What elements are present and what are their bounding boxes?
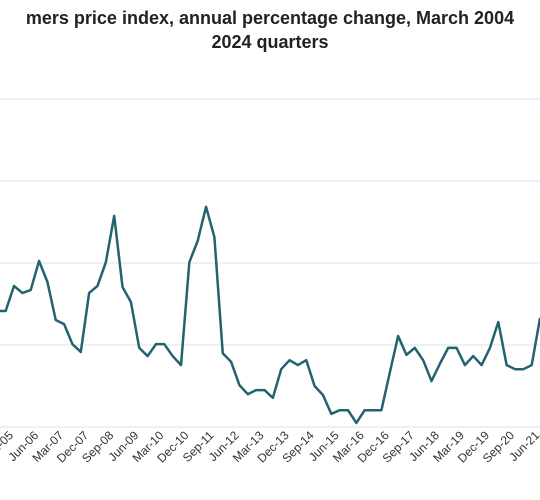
chart-title: mers price index, annual percentage chan… — [26, 8, 514, 28]
chart-title: 2024 quarters — [211, 32, 328, 52]
data-line — [0, 205, 540, 425]
